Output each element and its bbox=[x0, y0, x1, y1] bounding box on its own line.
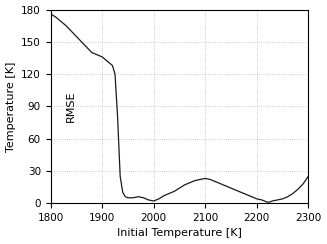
Y-axis label: Temperature [K]: Temperature [K] bbox=[6, 61, 16, 152]
X-axis label: Initial Temperature [K]: Initial Temperature [K] bbox=[117, 228, 242, 238]
Text: RMSE: RMSE bbox=[66, 91, 76, 122]
